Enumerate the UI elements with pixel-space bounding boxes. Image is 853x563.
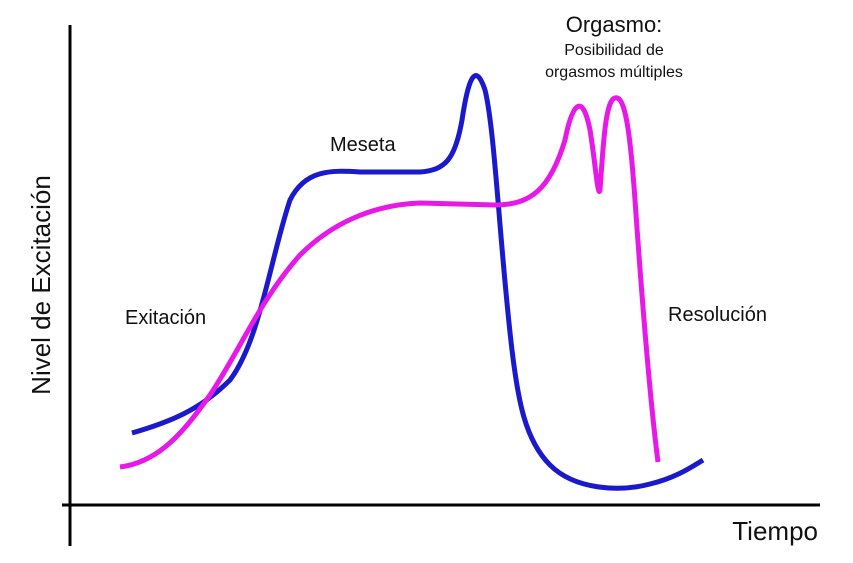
stage-label: Exitación xyxy=(125,307,206,329)
stage-label: Meseta xyxy=(330,134,396,156)
male-curve xyxy=(131,73,705,491)
y-axis-label: Nivel de Excitación xyxy=(26,175,56,395)
stage-label: Orgasmo: xyxy=(566,12,663,37)
stage-label: Resolución xyxy=(668,304,767,326)
stage-note: Posibilidad de xyxy=(564,42,664,59)
stage-note: orgasmos múltiples xyxy=(545,64,683,81)
x-axis-label: Tiempo xyxy=(732,516,818,546)
female-curve xyxy=(119,95,661,470)
